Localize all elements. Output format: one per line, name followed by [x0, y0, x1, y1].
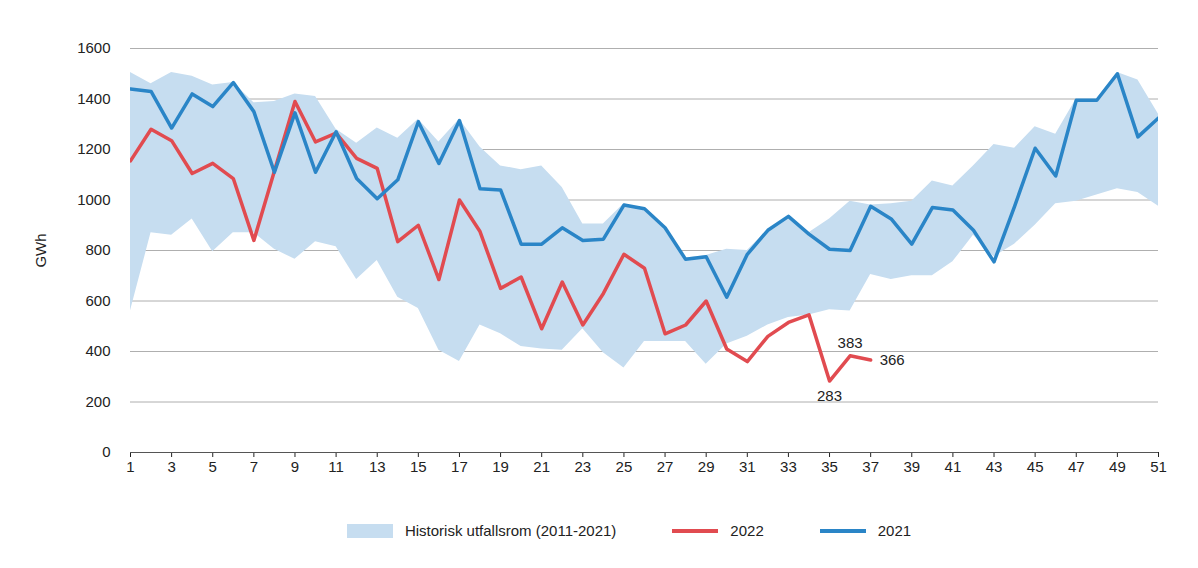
html-text:2022: 2022 — [730, 522, 764, 539]
svg-text:GWh: GWh — [32, 233, 49, 267]
svg-text:366: 366 — [880, 351, 905, 368]
svg-text:11: 11 — [328, 458, 344, 475]
svg-text:17: 17 — [451, 458, 468, 475]
svg-text:600: 600 — [85, 292, 110, 309]
svg-text:1000: 1000 — [77, 191, 110, 208]
svg-text:1600: 1600 — [77, 39, 110, 56]
svg-text:31: 31 — [739, 458, 756, 475]
svg-text:13: 13 — [369, 458, 386, 475]
html-text:2021: 2021 — [877, 522, 912, 539]
svg-text:15: 15 — [410, 458, 427, 475]
svg-text:3: 3 — [167, 458, 175, 475]
svg-text:383: 383 — [838, 334, 863, 351]
svg-text:39: 39 — [903, 458, 920, 475]
svg-text:41: 41 — [945, 458, 962, 475]
svg-text:19: 19 — [492, 458, 509, 475]
svg-text:47: 47 — [1068, 458, 1085, 475]
svg-text:1: 1 — [126, 458, 134, 475]
svg-text:1200: 1200 — [77, 140, 110, 157]
svg-text:27: 27 — [657, 458, 674, 475]
svg-text:51: 51 — [1150, 458, 1167, 475]
svg-text:400: 400 — [85, 342, 110, 359]
svg-text:43: 43 — [986, 458, 1003, 475]
svg-text:25: 25 — [616, 458, 633, 475]
svg-text:45: 45 — [1027, 458, 1044, 475]
html-text:Historisk utfallsrom (2011-202: Historisk utfallsrom (2011-2021) — [404, 522, 617, 539]
svg-text:7: 7 — [250, 458, 258, 475]
svg-text:0: 0 — [102, 443, 110, 460]
svg-text:21: 21 — [533, 458, 550, 475]
svg-text:29: 29 — [698, 458, 715, 475]
svg-text:1400: 1400 — [77, 90, 110, 107]
svg-text:283: 283 — [817, 387, 842, 404]
svg-text:800: 800 — [85, 241, 110, 258]
svg-text:37: 37 — [862, 458, 879, 475]
svg-text:49: 49 — [1109, 458, 1126, 475]
svg-text:200: 200 — [85, 393, 110, 410]
svg-text:23: 23 — [574, 458, 591, 475]
svg-text:33: 33 — [780, 458, 797, 475]
svg-text:9: 9 — [291, 458, 299, 475]
svg-text:35: 35 — [821, 458, 838, 475]
svg-text:5: 5 — [209, 458, 217, 475]
